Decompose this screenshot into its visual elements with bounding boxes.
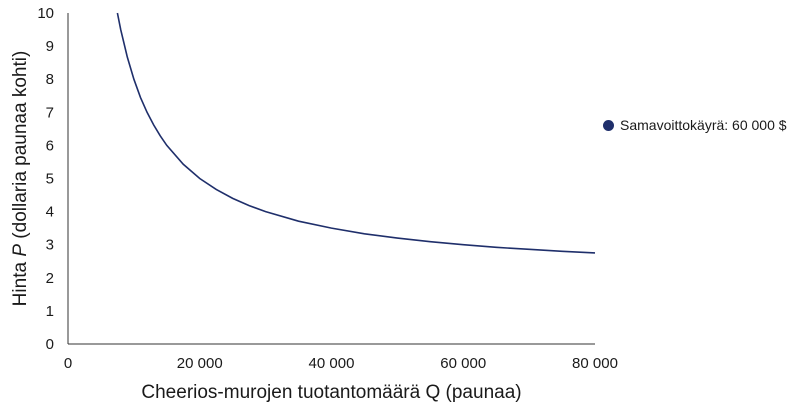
y-tick-label: 7 — [46, 104, 54, 121]
x-tick-labels: 0 20 000 40 000 60 000 80 000 — [64, 355, 618, 372]
y-tick-label: 10 — [37, 5, 54, 22]
y-axis-title-variable: P — [10, 244, 31, 257]
x-tick-label: 60 000 — [440, 355, 486, 372]
legend-label: Samavoittokäyrä: 60 000 $ — [620, 117, 787, 133]
series-line — [116, 12, 596, 254]
series-group — [116, 12, 596, 254]
x-tick-label: 20 000 — [177, 355, 223, 372]
y-tick-label: 3 — [46, 237, 54, 254]
y-tick-label: 5 — [46, 171, 54, 188]
y-tick-label: 6 — [46, 137, 54, 154]
x-tick-label: 0 — [64, 355, 72, 372]
legend-marker — [603, 119, 614, 131]
y-axis-title: Hinta P (dollaria paunaa kohti) — [10, 51, 31, 307]
legend: Samavoittokäyrä: 60 000 $ — [603, 117, 787, 133]
x-tick-label: 80 000 — [572, 355, 618, 372]
x-axis-title: Cheerios-murojen tuotantomäärä Q (paunaa… — [141, 382, 521, 403]
y-tick-label: 0 — [46, 336, 54, 353]
y-tick-label: 2 — [46, 270, 54, 287]
y-axis-title-part-2: (dollaria paunaa kohti) — [10, 51, 31, 244]
y-tick-label: 9 — [46, 38, 54, 55]
x-tick-label: 40 000 — [309, 355, 355, 372]
y-tick-label: 8 — [46, 71, 54, 88]
y-axis-title-part-1: Hinta — [10, 257, 31, 307]
y-tick-labels: 0 1 2 3 4 5 6 7 8 9 10 — [37, 5, 54, 353]
y-tick-label: 1 — [46, 303, 54, 320]
y-tick-label: 4 — [46, 204, 54, 221]
